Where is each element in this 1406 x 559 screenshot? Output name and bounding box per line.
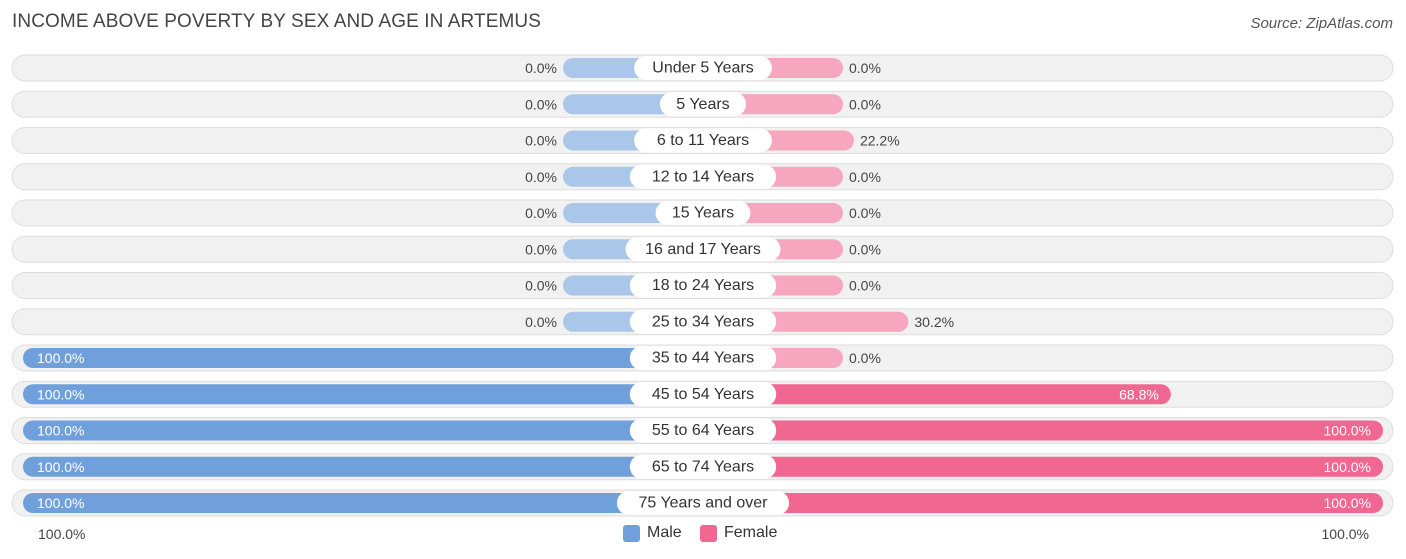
- male-value-label: 0.0%: [525, 60, 557, 76]
- category-pill: [629, 454, 777, 479]
- category-pill: [659, 92, 747, 117]
- category-label: 6 to 11 Years: [657, 132, 749, 149]
- source-label: Source: ZipAtlas.com: [1250, 15, 1393, 32]
- axis-left-label: 100.0%: [38, 526, 86, 542]
- female-value-label: 100.0%: [1324, 423, 1371, 439]
- female-bar: [703, 420, 1383, 441]
- category-label: 35 to 44 Years: [652, 350, 754, 367]
- female-value-label: 0.0%: [849, 205, 881, 221]
- male-bar: [23, 420, 703, 441]
- female-bar: [703, 493, 1383, 513]
- category-pill: [629, 273, 777, 298]
- category-label: 15 Years: [672, 205, 734, 222]
- category-pill: [629, 164, 777, 189]
- chart-canvas: 0.0% 0.0% Under 5 Years 0.0% 0.0% 5 Years 0.0%…: [11, 54, 1394, 517]
- male-value-label: 100.0%: [37, 423, 84, 439]
- legend-female-swatch: [700, 524, 717, 542]
- male-bar: [23, 348, 703, 368]
- category-pill: [629, 309, 777, 334]
- female-value-label: 0.0%: [849, 241, 881, 257]
- category-label: 75 Years and over: [639, 495, 769, 512]
- category-label: 16 and 17 Years: [645, 241, 761, 258]
- male-value-label: 100.0%: [37, 459, 84, 475]
- legend-male-swatch: [623, 524, 640, 542]
- female-value-label: 0.0%: [849, 96, 881, 112]
- male-bar: [23, 384, 703, 405]
- male-value-label: 0.0%: [525, 205, 557, 221]
- female-value-label: 22.2%: [860, 133, 900, 149]
- category-label: 65 to 74 Years: [652, 458, 754, 475]
- male-value-label: 0.0%: [525, 278, 557, 294]
- legend-female-label: Female: [724, 524, 778, 541]
- category-pill: [616, 491, 790, 515]
- female-value-label: 100.0%: [1324, 495, 1371, 511]
- female-value-label: 100.0%: [1324, 459, 1371, 475]
- female-value-label: 0.0%: [849, 278, 881, 294]
- category-pill: [629, 346, 777, 370]
- female-value-label: 0.0%: [849, 60, 881, 76]
- male-bar: [23, 456, 703, 477]
- legend-female: Female: [700, 524, 777, 542]
- category-pill: [629, 418, 777, 443]
- category-label: 55 to 64 Years: [652, 422, 754, 439]
- category-label: 12 to 14 Years: [652, 168, 754, 185]
- female-value-label: 0.0%: [849, 169, 881, 185]
- male-value-label: 0.0%: [525, 169, 557, 185]
- category-pill: [629, 382, 777, 407]
- category-pill: [634, 128, 772, 153]
- legend-male-label: Male: [647, 524, 682, 541]
- chart-title: INCOME ABOVE POVERTY BY SEX AND AGE IN A…: [12, 11, 542, 32]
- category-label: 18 to 24 Years: [652, 277, 754, 294]
- male-value-label: 100.0%: [37, 350, 84, 366]
- category-label: 45 to 54 Years: [652, 386, 754, 403]
- category-label: 5 Years: [676, 96, 729, 113]
- female-bar: [703, 384, 1171, 405]
- category-pill: [634, 56, 772, 80]
- male-value-label: 100.0%: [37, 495, 84, 511]
- female-value-label: 0.0%: [849, 350, 881, 366]
- legend-male: Male: [623, 524, 682, 542]
- category-pill: [625, 237, 781, 262]
- female-value-label: 30.2%: [914, 314, 954, 330]
- male-value-label: 0.0%: [525, 314, 557, 330]
- female-bar: [703, 456, 1383, 477]
- category-label: Under 5 Years: [652, 60, 753, 77]
- female-value-label: 68.8%: [1119, 386, 1159, 402]
- axis-right-label: 100.0%: [1321, 526, 1369, 542]
- male-bar: [23, 493, 703, 513]
- category-pill: [655, 201, 751, 225]
- male-value-label: 100.0%: [37, 386, 84, 402]
- male-value-label: 0.0%: [525, 133, 557, 149]
- legend: Male Female: [0, 524, 1406, 546]
- category-label: 25 to 34 Years: [652, 313, 754, 330]
- male-value-label: 0.0%: [525, 241, 557, 257]
- male-value-label: 0.0%: [525, 96, 557, 112]
